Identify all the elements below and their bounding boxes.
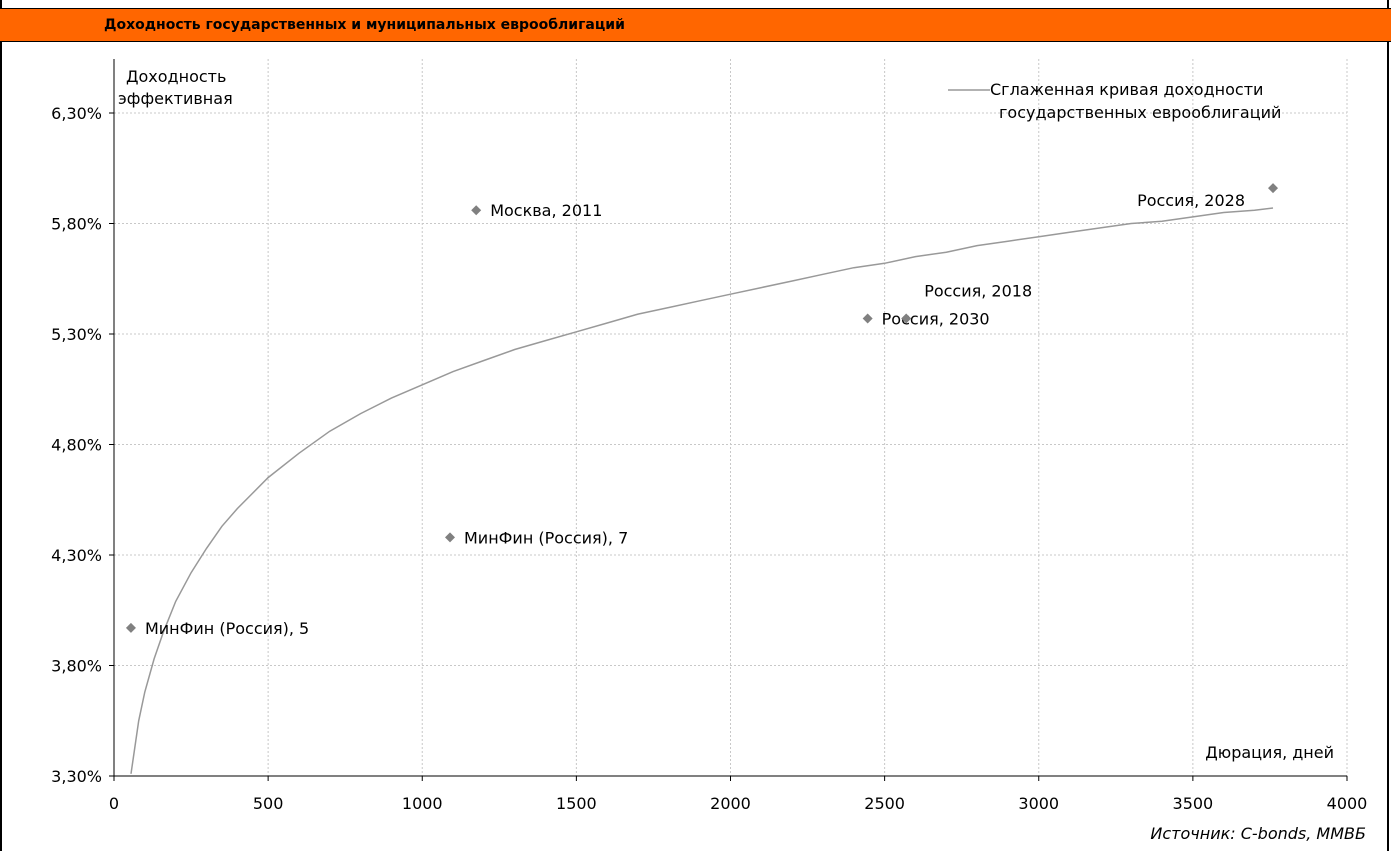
data-point-marker bbox=[444, 532, 455, 543]
grid bbox=[114, 59, 1348, 776]
x-tick-label: 500 bbox=[253, 794, 284, 813]
x-tick-label: 1500 bbox=[556, 794, 597, 813]
data-point-label: Россия, 2018 bbox=[924, 282, 1032, 301]
tick-labels: 0 500 1000 1500 2000 2500 3000 3500 4000 3,30% 3,8… bbox=[51, 104, 1367, 813]
data-point-marker bbox=[862, 313, 873, 324]
data-point-label: МинФин (Россия), 7 bbox=[464, 528, 628, 547]
data-point-marker bbox=[901, 313, 912, 324]
data-point-label: Москва, 2011 bbox=[490, 201, 602, 220]
points-layer: МинФин (Россия), 5 МинФин (Россия), 7 Моск… bbox=[125, 183, 1279, 638]
legend-label-line-1: Сглаженная кривая доходности bbox=[990, 80, 1263, 99]
y-tick-label: 5,80% bbox=[51, 215, 102, 234]
x-tick-label: 4000 bbox=[1327, 794, 1368, 813]
data-point-marker bbox=[1268, 183, 1279, 194]
data-point-marker bbox=[125, 622, 136, 633]
data-point-label: Россия, 2030 bbox=[882, 310, 990, 329]
x-tick-label: 2500 bbox=[864, 794, 905, 813]
x-tick-label: 1000 bbox=[402, 794, 443, 813]
x-tick-label: 2000 bbox=[710, 794, 751, 813]
y-tick-label: 4,80% bbox=[51, 436, 102, 455]
axes bbox=[109, 59, 1348, 781]
chart-header: Доходность государственных и муниципальн… bbox=[0, 8, 1391, 42]
y-tick-label: 5,30% bbox=[51, 325, 102, 344]
x-tick-label: 3500 bbox=[1173, 794, 1214, 813]
series-layer bbox=[130, 207, 1274, 774]
y-tick-label: 6,30% bbox=[51, 104, 102, 123]
x-tick-label: 3000 bbox=[1018, 794, 1059, 813]
x-tick-label: 0 bbox=[109, 794, 119, 813]
legend: Сглаженная кривая доходности государстве… bbox=[948, 80, 1281, 122]
legend-label-line-2: государственных еврооблигаций bbox=[999, 103, 1281, 122]
y-tick-label: 3,80% bbox=[51, 657, 102, 676]
x-axis-label: Дюрация, дней bbox=[1205, 743, 1334, 762]
source-note: Источник: C-bonds, ММВБ bbox=[1150, 824, 1366, 843]
y-tick-label: 3,30% bbox=[51, 767, 102, 786]
data-point-label: МинФин (Россия), 5 bbox=[145, 619, 309, 638]
y-axis-label-line-1: Доходность bbox=[126, 67, 226, 86]
y-tick-label: 4,30% bbox=[51, 546, 102, 565]
data-point-label: Россия, 2028 bbox=[1137, 191, 1245, 210]
chart-title: Доходность государственных и муниципальн… bbox=[104, 17, 625, 33]
yield-curve-line bbox=[130, 207, 1274, 774]
y-axis-label-line-2: эффективная bbox=[118, 89, 233, 108]
data-point-marker bbox=[471, 205, 482, 216]
